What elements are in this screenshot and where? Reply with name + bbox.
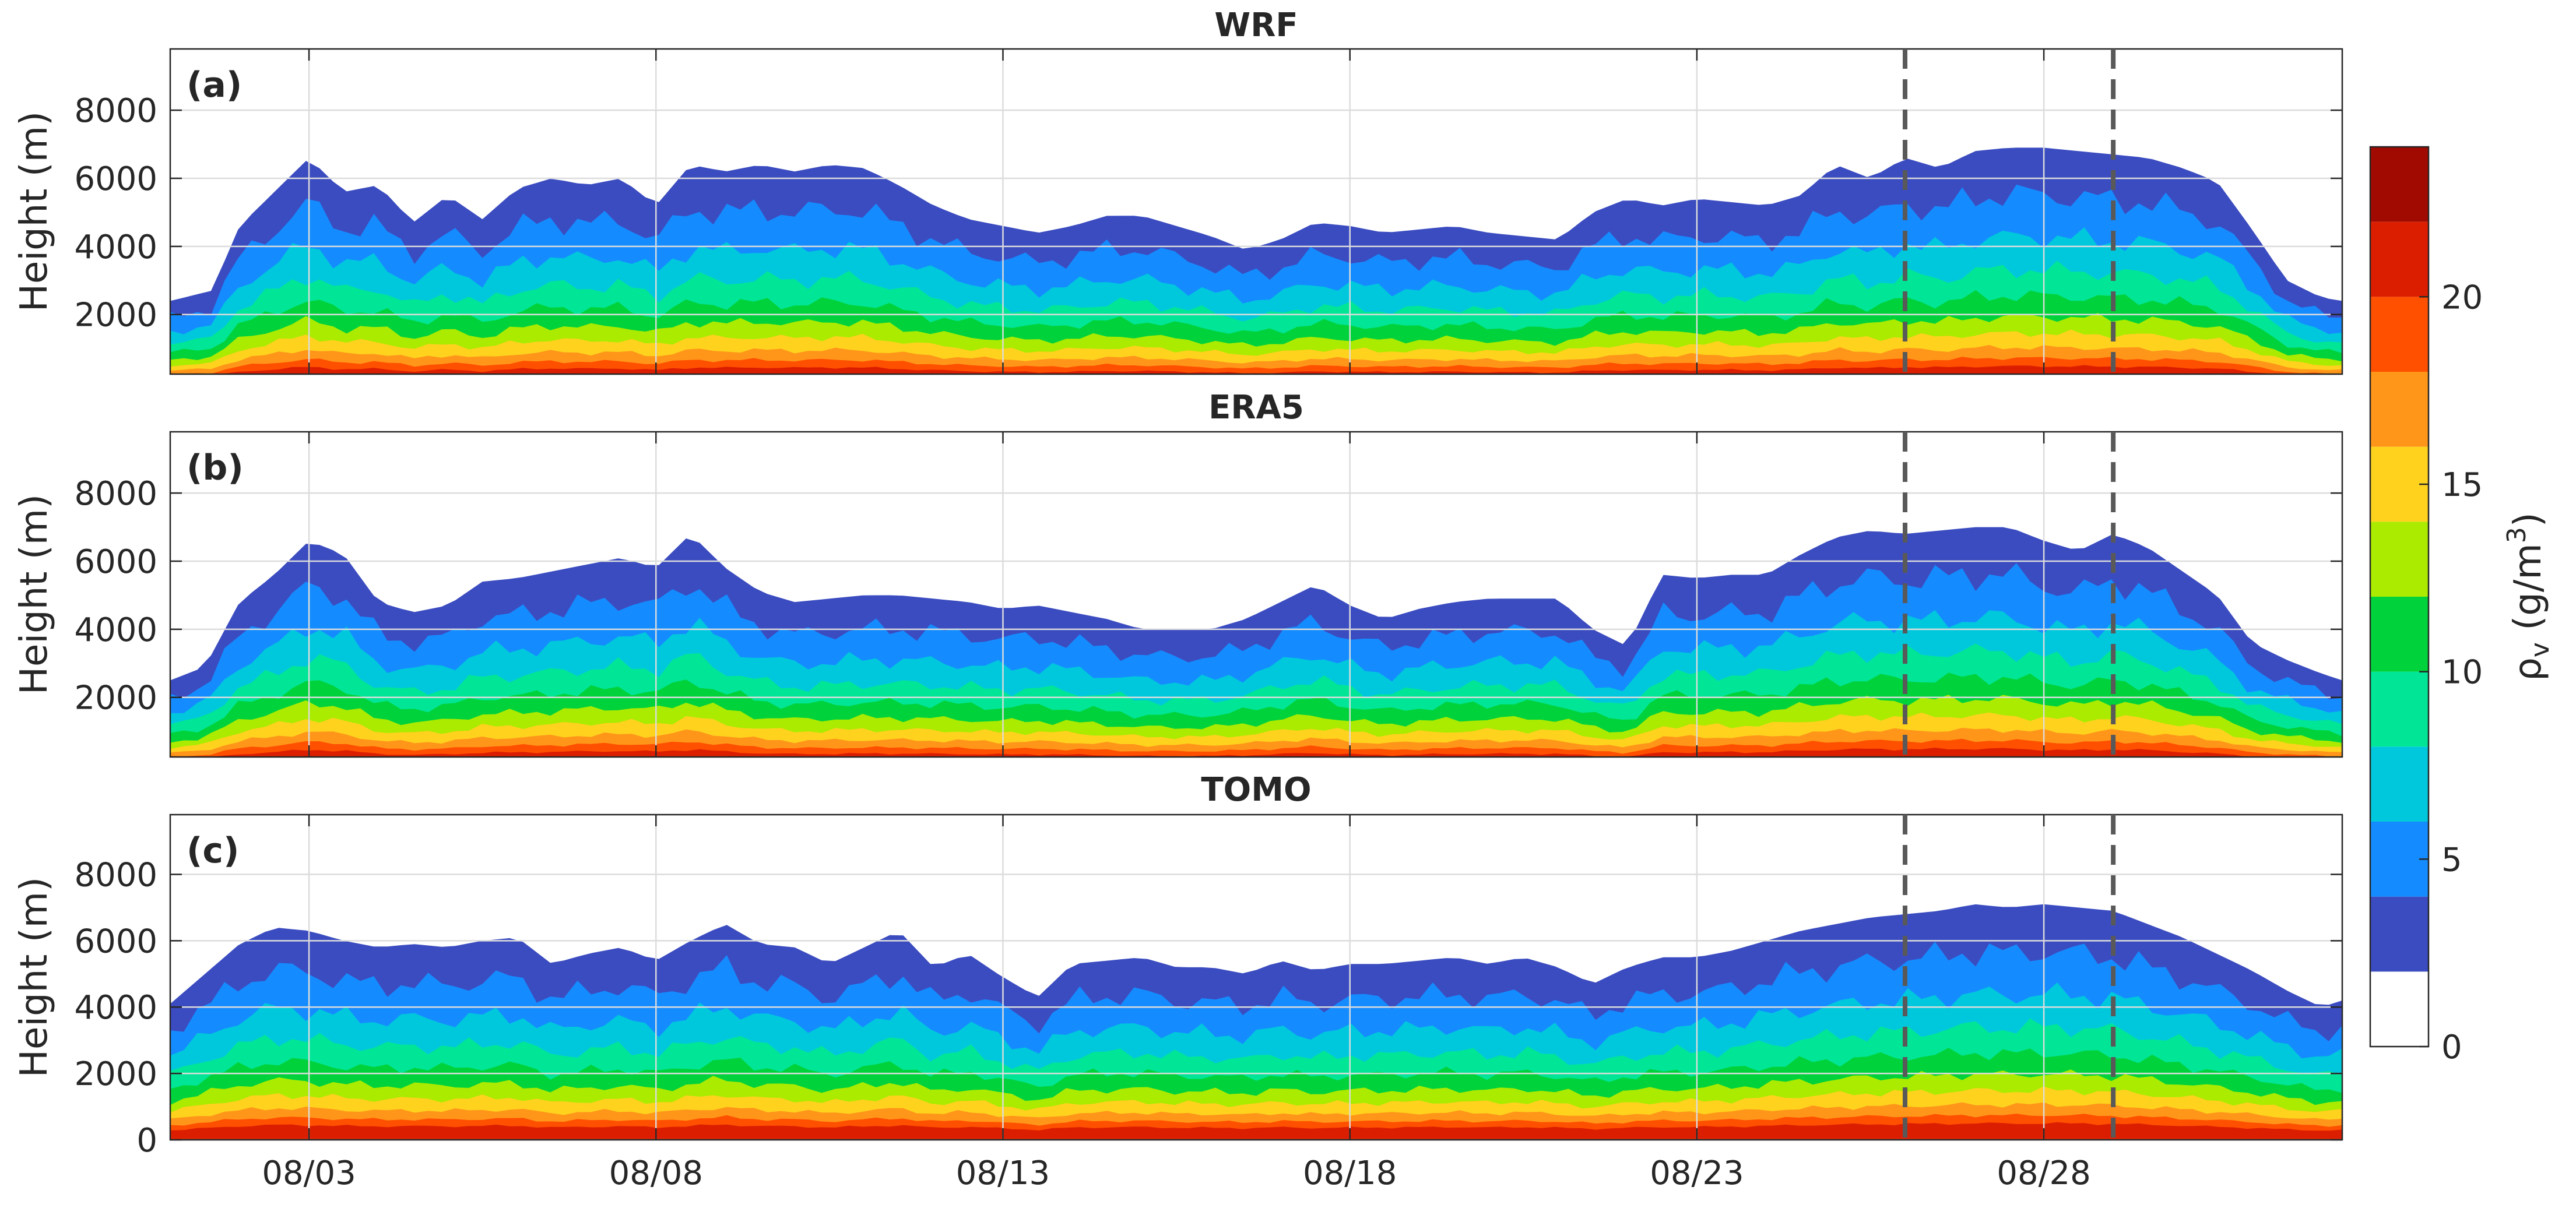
panel-c-x-ticks: 08/03 08/08 08/13 08/18 08/23 08/28 xyxy=(262,815,2091,1192)
x-tick-label: 08/18 xyxy=(1303,1154,1397,1192)
panel-a-title: WRF xyxy=(1214,6,1298,44)
panel-c-y-tick-label: 2000 xyxy=(74,1055,157,1093)
panel-c-event-lines xyxy=(1903,815,2116,1140)
panel-a-tag: (a) xyxy=(187,65,242,105)
panel-c-tag: (c) xyxy=(187,830,239,871)
colorbar-label: ρv (g/m3) xyxy=(2502,512,2555,681)
panel-b-y-tick-label: 4000 xyxy=(74,611,157,649)
panel-b-y-tick-label: 8000 xyxy=(74,475,157,513)
panel-a-y-ticks: 2000 4000 6000 8000 xyxy=(74,92,2342,334)
colorbar-label-rho: ρ xyxy=(2507,657,2550,681)
colorbar-segment-10 xyxy=(2370,221,2429,297)
panel-a-y-tick-label: 2000 xyxy=(74,297,157,334)
x-tick-label: 08/28 xyxy=(1997,1154,2090,1192)
colorbar-segment-9 xyxy=(2370,297,2429,372)
panel-c-gridlines xyxy=(170,815,2342,1141)
panel-a-x-ticks xyxy=(308,49,2045,374)
panel-c-y-ticks: 0 2000 4000 6000 8000 xyxy=(74,856,2342,1160)
panel-c-y-tick-label: 8000 xyxy=(74,856,157,894)
x-tick-label: 08/08 xyxy=(609,1154,703,1192)
colorbar-tick-label: 20 xyxy=(2441,279,2483,316)
x-tick-label: 08/23 xyxy=(1650,1154,1744,1192)
panel-c-contour-band-10 xyxy=(170,1122,2342,1140)
colorbar-label-subscript: v xyxy=(2525,642,2555,657)
panel-b-contour-band-10 xyxy=(170,748,2342,757)
colorbar-segment-7 xyxy=(2370,446,2429,522)
panel-a-plot-area xyxy=(170,147,2342,374)
panel-b: ERA5 2000 4000 6000 8000 (b) Height (m) xyxy=(13,389,2343,758)
colorbar-tick-label: 10 xyxy=(2441,654,2483,692)
colorbar-tick-label: 5 xyxy=(2441,841,2462,879)
panel-b-y-axis-label: Height (m) xyxy=(13,494,56,695)
colorbar-segment-4 xyxy=(2370,671,2429,747)
panel-b-tag: (b) xyxy=(187,448,244,488)
panel-c-title: TOMO xyxy=(1201,771,1311,809)
panel-b-event-lines xyxy=(1903,432,2116,757)
panel-a-event-lines xyxy=(1903,49,2116,374)
colorbar-segment-2 xyxy=(2370,822,2429,897)
panel-a-axes-box xyxy=(169,48,2343,375)
colorbar-segment-3 xyxy=(2370,746,2429,822)
colorbar-segment-1 xyxy=(2370,896,2429,972)
panel-b-y-ticks: 2000 4000 6000 8000 xyxy=(74,475,2342,717)
colorbar-segment-0 xyxy=(2370,971,2429,1047)
colorbar-segment-8 xyxy=(2370,372,2429,447)
panel-a-y-tick-label: 8000 xyxy=(74,92,157,130)
panel-a-contour-band-10 xyxy=(170,365,2342,374)
colorbar-segment-6 xyxy=(2370,522,2429,597)
colorbar-label-close: ) xyxy=(2507,512,2550,527)
colorbar-segment-11 xyxy=(2370,147,2429,222)
x-tick-label: 08/13 xyxy=(956,1154,1050,1192)
panel-a-gridlines xyxy=(170,49,2342,374)
panel-b-axes-box xyxy=(169,431,2343,758)
panel-b-gridlines xyxy=(170,432,2342,757)
x-tick-label: 08/03 xyxy=(262,1154,356,1192)
colorbar-label-unit: (g/m xyxy=(2507,543,2550,642)
colorbar-label-superscript: 3 xyxy=(2502,527,2532,543)
colorbar-frame xyxy=(2369,146,2430,1048)
panel-c-y-tick-label: 6000 xyxy=(74,922,157,960)
panel-a-y-tick-label: 4000 xyxy=(74,228,157,266)
panel-b-x-ticks xyxy=(308,432,2045,757)
colorbar-segments xyxy=(2370,147,2429,1047)
panel-c-y-axis-label: Height (m) xyxy=(13,877,56,1077)
panel-b-y-tick-label: 6000 xyxy=(74,543,157,581)
panel-c-axes-box xyxy=(169,813,2343,1141)
panel-b-plot-area xyxy=(170,527,2342,757)
colorbar-tick-label: 0 xyxy=(2441,1029,2462,1066)
panel-a-y-tick-label: 6000 xyxy=(74,160,157,198)
panel-c-plot-area xyxy=(170,904,2342,1140)
panel-a-y-axis-label: Height (m) xyxy=(13,111,56,312)
panel-b-y-tick-label: 2000 xyxy=(74,679,157,717)
colorbar-tick-label: 15 xyxy=(2441,466,2483,504)
panel-b-title: ERA5 xyxy=(1208,389,1304,427)
panel-c-y-tick-label: 0 xyxy=(136,1122,157,1160)
colorbar-segment-5 xyxy=(2370,597,2429,672)
colorbar: 0 5 10 15 20 ρv (g/m3) xyxy=(2369,146,2555,1066)
colorbar-ticks: 0 5 10 15 20 xyxy=(2419,279,2483,1066)
panel-a: WRF 2000 4000 6000 8000 (a) Height (m) xyxy=(13,6,2343,375)
panel-c-y-tick-label: 4000 xyxy=(74,989,157,1027)
